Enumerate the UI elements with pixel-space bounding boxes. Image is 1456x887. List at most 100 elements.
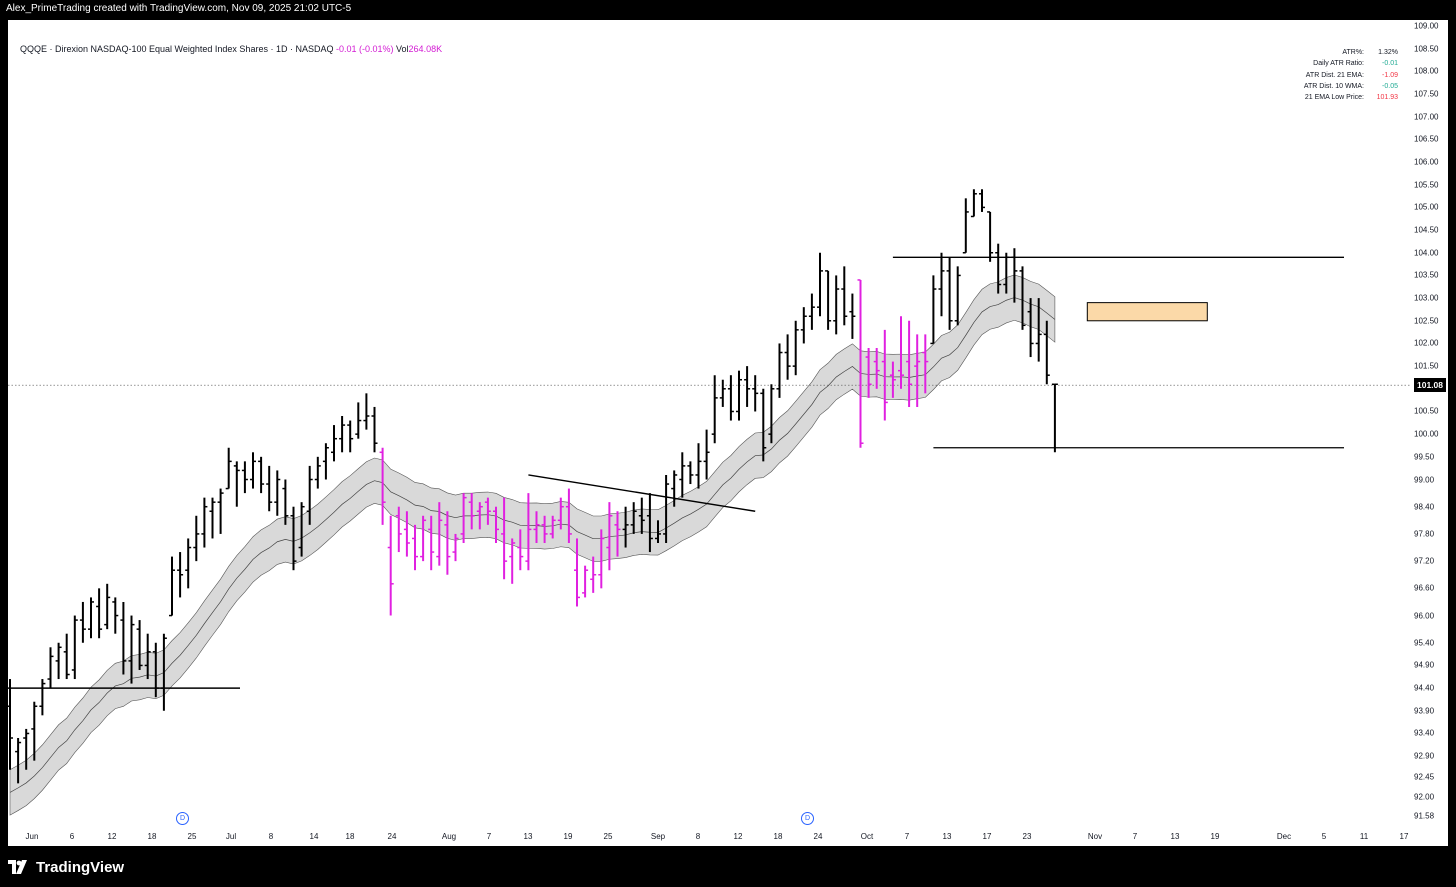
- y-tick-label: 100.50: [1414, 406, 1439, 416]
- x-tick-label: 7: [1132, 832, 1138, 841]
- stats-value: -0.01: [1382, 60, 1398, 68]
- x-tick-label: 24: [813, 832, 823, 841]
- y-tick-label: 104.50: [1414, 225, 1439, 235]
- stats-row: ATR Dist. 10 WMA: -0.05: [1304, 81, 1398, 92]
- x-tick-label: 7: [486, 832, 492, 841]
- stats-value: -1.09: [1382, 71, 1398, 79]
- stats-label: Daily ATR Ratio:: [1313, 60, 1364, 68]
- x-tick-label: Aug: [441, 832, 457, 841]
- x-tick-label: 14: [309, 832, 319, 841]
- price-plot[interactable]: [8, 20, 1410, 826]
- dividend-marker[interactable]: D: [801, 812, 814, 825]
- x-tick-label: Jul: [225, 832, 237, 841]
- x-tick-label: 19: [563, 832, 573, 841]
- stats-row: ATR%: 1.32%: [1304, 47, 1398, 58]
- y-tick-label: 94.90: [1414, 660, 1435, 670]
- stats-row: ATR Dist. 21 EMA: -1.09: [1304, 70, 1398, 81]
- chart-panel[interactable]: QQQE · Direxion NASDAQ-100 Equal Weighte…: [8, 20, 1448, 846]
- time-axis[interactable]: Jun 6 12 18 25 Jul 8 14 18 24 Aug 7 13 19 25 Sep 8 12 18 24…: [8, 826, 1410, 846]
- x-tick-label: Sep: [650, 832, 666, 841]
- y-tick-label: 105.50: [1414, 180, 1439, 190]
- x-tick-label: 18: [147, 832, 157, 841]
- y-tick-label: 97.20: [1414, 556, 1435, 566]
- x-tick-label: 5: [1321, 832, 1327, 841]
- y-tick-label: 106.50: [1414, 134, 1439, 144]
- x-tick-label: 7: [904, 832, 910, 841]
- y-tick-label: 92.45: [1414, 772, 1435, 782]
- y-tick-label: 105.00: [1414, 202, 1439, 212]
- y-tick-label: 108.00: [1414, 66, 1439, 76]
- y-tick-label: 109.00: [1414, 21, 1439, 31]
- y-tick-label: 96.60: [1414, 583, 1435, 593]
- stats-value: -0.05: [1382, 82, 1398, 90]
- y-tick-label: 104.00: [1414, 248, 1439, 258]
- y-tick-label: 101.50: [1414, 361, 1439, 371]
- stats-label: ATR%:: [1342, 49, 1364, 56]
- dividend-marker[interactable]: D: [176, 812, 189, 825]
- x-tick-label: Jun: [25, 832, 39, 841]
- ema-midline: [9, 297, 1056, 793]
- stats-table: ATR%: 1.32% Daily ATR Ratio: -0.01 ATR Dist.…: [1304, 47, 1398, 103]
- x-tick-label: 24: [387, 832, 397, 841]
- stats-label: 21 EMA Low Price:: [1304, 94, 1364, 102]
- x-tick-label: 13: [942, 832, 952, 841]
- last-price-label: 101.08: [1414, 378, 1446, 393]
- stats-label: ATR Dist. 21 EMA:: [1305, 71, 1364, 79]
- tradingview-logo-text: TradingView: [36, 858, 125, 876]
- y-tick-label: 92.00: [1414, 792, 1435, 802]
- x-tick-label: Dec: [1276, 832, 1292, 841]
- attribution-text: Alex_PrimeTrading created with TradingVi…: [6, 3, 352, 14]
- x-tick-label: 13: [1170, 832, 1180, 841]
- x-tick-label: 25: [603, 832, 613, 841]
- volume-label: Vol: [396, 44, 409, 54]
- x-tick-label: 17: [982, 832, 992, 841]
- stats-value: 101.93: [1376, 94, 1398, 102]
- y-tick-label: 97.80: [1414, 529, 1435, 539]
- x-tick-label: 18: [345, 832, 355, 841]
- y-tick-label: 100.00: [1414, 429, 1439, 439]
- x-tick-label: 12: [107, 832, 117, 841]
- symbol-line: QQQE · Direxion NASDAQ-100 Equal Weighte…: [20, 44, 334, 54]
- x-tick-label: 25: [187, 832, 197, 841]
- y-tick-label: 99.00: [1414, 475, 1435, 484]
- y-tick-label: 103.50: [1414, 270, 1439, 280]
- x-tick-label: 12: [733, 832, 743, 841]
- y-tick-label: 102.00: [1414, 338, 1439, 348]
- stats-value: 1.32%: [1378, 49, 1398, 56]
- y-tick-label: 107.00: [1414, 112, 1439, 122]
- x-tick-label: 8: [695, 832, 701, 841]
- volume-value: 264.08K: [408, 44, 443, 54]
- tradingview-logo: TradingView: [8, 856, 124, 878]
- y-tick-label: 91.58: [1414, 811, 1435, 821]
- y-tick-label: 99.50: [1414, 452, 1435, 462]
- y-tick-label: 95.40: [1414, 638, 1435, 648]
- y-tick-label: 108.50: [1414, 44, 1439, 54]
- stats-label: ATR Dist. 10 WMA:: [1303, 82, 1364, 90]
- x-tick-label: 18: [773, 832, 783, 841]
- price-change: -0.01 (-0.01%): [335, 44, 394, 54]
- y-tick-label: 92.90: [1414, 751, 1435, 761]
- x-tick-label: 19: [1210, 832, 1220, 841]
- y-tick-label: 102.50: [1414, 316, 1439, 326]
- x-tick-label: 8: [268, 832, 274, 841]
- x-tick-label: 23: [1022, 832, 1032, 841]
- y-tick-label: 107.50: [1414, 89, 1439, 99]
- y-tick-label: 96.00: [1414, 611, 1435, 621]
- x-tick-label: 11: [1359, 832, 1369, 841]
- symbol-header[interactable]: QQQE · Direxion NASDAQ-100 Equal Weighte…: [20, 44, 442, 54]
- stats-row: 21 EMA Low Price: 101.93: [1304, 92, 1398, 103]
- y-tick-label: 93.90: [1414, 706, 1435, 716]
- y-tick-label: 94.40: [1414, 683, 1435, 693]
- x-tick-label: Oct: [860, 832, 874, 841]
- y-tick-label: 103.00: [1414, 293, 1439, 303]
- y-tick-label: 106.00: [1414, 157, 1439, 167]
- price-axis[interactable]: 109.00 108.50 108.00 107.50 107.00 106.50 106.…: [1410, 20, 1448, 826]
- descending-trendline: [528, 474, 756, 512]
- ema-band: [9, 274, 1056, 816]
- y-tick-label: 93.40: [1414, 728, 1435, 738]
- x-tick-label: 17: [1399, 832, 1409, 841]
- supply-zone: [1086, 302, 1208, 322]
- x-tick-label: 6: [69, 832, 75, 841]
- y-tick-label: 98.40: [1414, 502, 1435, 512]
- x-tick-label: Nov: [1087, 832, 1103, 841]
